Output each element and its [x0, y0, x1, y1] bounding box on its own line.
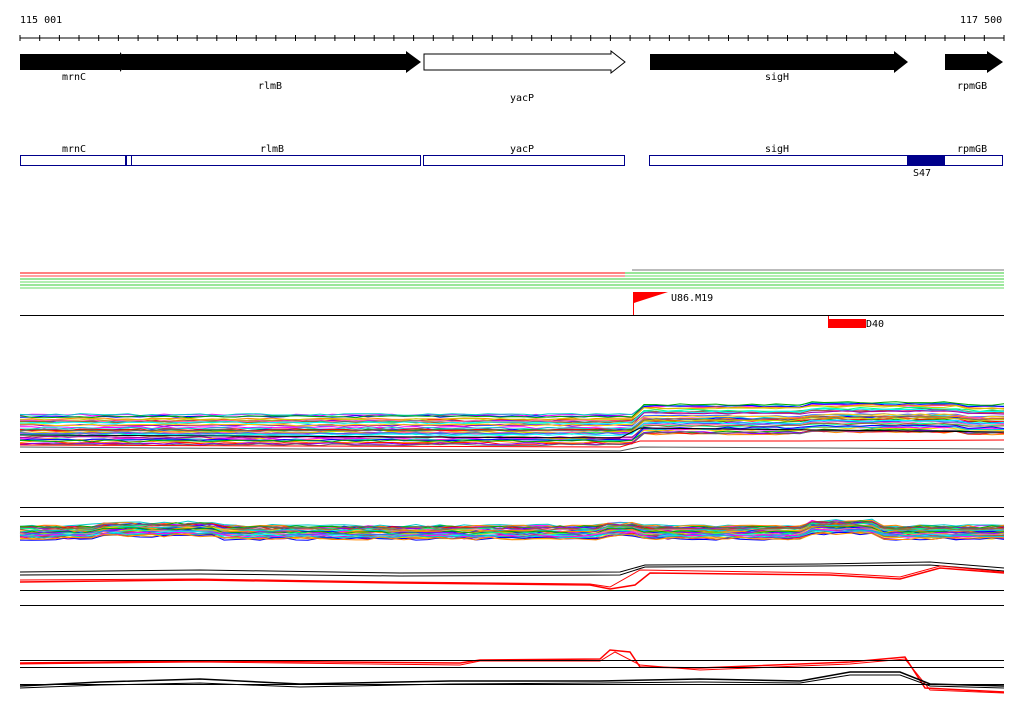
- segment-box-mrnC[interactable]: [20, 155, 126, 166]
- marker-track: U86.M19 D40: [20, 292, 1004, 330]
- segment-label-mrnC: mrnC: [62, 144, 86, 155]
- segment-box-rlmB[interactable]: [131, 155, 421, 166]
- signal-track-2: [19, 518, 1005, 590]
- signal-line: [19, 402, 1005, 417]
- signal-line: [19, 413, 1005, 427]
- signal-line: [19, 419, 1005, 435]
- signal-line-red: [19, 651, 1005, 694]
- gene-arrow-rpmGB[interactable]: [945, 51, 1003, 73]
- feature-block-S47[interactable]: [907, 155, 944, 166]
- gene-label-yacP: yacP: [510, 93, 534, 104]
- signal-line-red: [19, 439, 1005, 448]
- segment-label-rlmB: rlmB: [260, 144, 284, 155]
- segment-label-yacP: yacP: [510, 144, 534, 155]
- signal-line: [19, 410, 1005, 427]
- signal-line: [19, 430, 1005, 444]
- segment-box-rpmGB[interactable]: [944, 155, 1003, 166]
- gene-arrow-sigH[interactable]: [650, 51, 908, 73]
- marker-label-D40: D40: [866, 319, 884, 330]
- signal-line-black: [19, 561, 1005, 574]
- signal-line-red: [19, 567, 1005, 590]
- signal-line-grey: [19, 446, 1005, 452]
- gene-label-rpmGB: rpmGB: [957, 81, 987, 92]
- segment-track: mrnC rlmB yacP sigH rpmGB S47: [20, 144, 1003, 179]
- signal-line-black: [19, 427, 1005, 439]
- signal-line-black: [19, 671, 1005, 687]
- segment-label-rpmGB: rpmGB: [957, 144, 987, 155]
- marker-flag-U86-M19[interactable]: [634, 292, 668, 303]
- feature-label-S47: S47: [913, 168, 931, 179]
- signal-line-red: [19, 649, 1005, 693]
- ruler-start-label: 115 001: [20, 15, 62, 26]
- signal-line: [19, 525, 1005, 534]
- signal-line-black: [19, 564, 1005, 577]
- signal-line: [19, 408, 1005, 425]
- marker-label-U86-M19: U86.M19: [671, 293, 713, 304]
- coverage-bands: [20, 269, 1004, 289]
- signal-line: [19, 405, 1005, 422]
- segment-box-yacP[interactable]: [423, 155, 625, 166]
- gene-arrow-rlmB[interactable]: [122, 51, 421, 73]
- segment-box-mrnC-gap: [126, 155, 132, 166]
- signal-track-3: [19, 649, 1005, 694]
- gene-label-mrnC: mrnC: [62, 72, 86, 83]
- signal-line: [19, 531, 1005, 541]
- signal-line: [19, 531, 1005, 541]
- signal-line: [20, 429, 1005, 447]
- ruler: 115 001 117 500: [19, 15, 1005, 41]
- signal-line: [19, 525, 1005, 535]
- signal-line: [19, 522, 1005, 532]
- segment-box-sigH[interactable]: [649, 155, 908, 166]
- signal-line: [19, 419, 1005, 437]
- signal-line: [19, 520, 1005, 530]
- segment-label-sigH: sigH: [765, 144, 789, 155]
- ruler-end-label: 117 500: [960, 15, 1002, 26]
- gene-arrow-yacP[interactable]: [423, 49, 626, 75]
- signal-line: [19, 529, 1005, 539]
- gene-arrow-mrnC[interactable]: [20, 52, 128, 72]
- signal-line: [19, 401, 1005, 419]
- signal-line-black: [19, 674, 1005, 689]
- signal-line-red: [19, 565, 1005, 588]
- gene-track: mrnC rlmB yacP sigH rpmGB: [20, 49, 1003, 104]
- signal-line: [19, 417, 1005, 434]
- ruler-ticks: [19, 35, 1005, 41]
- gene-label-sigH: sigH: [765, 72, 789, 83]
- signal-track-1: [19, 401, 1005, 452]
- gene-label-rlmB: rlmB: [258, 81, 282, 92]
- marker-bar-D40[interactable]: [829, 319, 866, 328]
